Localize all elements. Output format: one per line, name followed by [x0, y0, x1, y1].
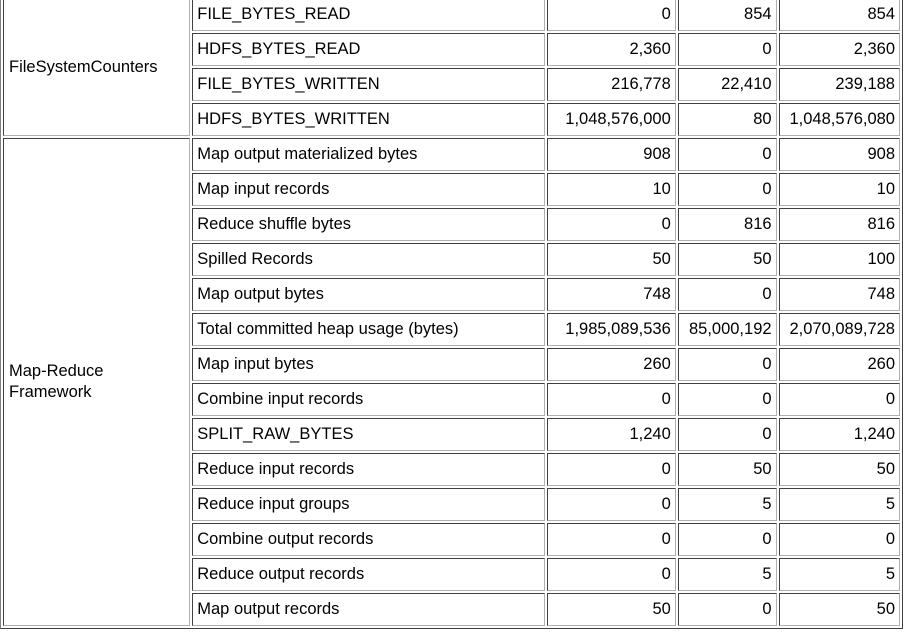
table-row: Reduce output records 0 5 5	[3, 558, 900, 591]
counter-name: Total committed heap usage (bytes)	[192, 313, 546, 346]
counter-reduce-value: 854	[677, 0, 777, 31]
table-row: FILE_BYTES_WRITTEN 216,778 22,410 239,18…	[3, 68, 900, 101]
table-row: Map output bytes 748 0 748	[3, 278, 900, 311]
counter-name: HDFS_BYTES_READ	[192, 33, 546, 66]
counter-map-value: 2,360	[547, 33, 676, 66]
counter-reduce-value: 5	[677, 558, 777, 591]
counter-name: Spilled Records	[192, 243, 546, 276]
counter-total-value: 0	[778, 523, 900, 556]
counter-name: Map output records	[192, 593, 546, 626]
counter-map-value: 0	[547, 0, 676, 31]
counter-map-value: 0	[547, 383, 676, 416]
table-row: Map output records 50 0 50	[3, 593, 900, 626]
table-row: HDFS_BYTES_READ 2,360 0 2,360	[3, 33, 900, 66]
counter-reduce-value: 50	[677, 243, 777, 276]
counter-total-value: 5	[778, 488, 900, 521]
counter-total-value: 100	[778, 243, 900, 276]
counter-reduce-value: 0	[677, 173, 777, 206]
counter-reduce-value: 50	[677, 453, 777, 486]
counter-name: Map input records	[192, 173, 546, 206]
counter-reduce-value: 0	[677, 593, 777, 626]
counter-total-value: 260	[778, 348, 900, 381]
table-row: Reduce shuffle bytes 0 816 816	[3, 208, 900, 241]
counter-total-value: 2,360	[778, 33, 900, 66]
counter-total-value: 1,048,576,080	[778, 103, 900, 136]
counters-table-body: FileSystemCounters FILE_BYTES_READ 0 854…	[3, 0, 900, 626]
counter-reduce-value: 5	[677, 488, 777, 521]
counter-reduce-value: 0	[677, 383, 777, 416]
counter-total-value: 908	[778, 138, 900, 171]
counter-map-value: 0	[547, 558, 676, 591]
counter-map-value: 1,048,576,000	[547, 103, 676, 136]
counter-reduce-value: 0	[677, 33, 777, 66]
counter-total-value: 50	[778, 453, 900, 486]
counter-reduce-value: 0	[677, 138, 777, 171]
counter-total-value: 816	[778, 208, 900, 241]
counter-total-value: 239,188	[778, 68, 900, 101]
counter-name: FILE_BYTES_WRITTEN	[192, 68, 546, 101]
counter-map-value: 0	[547, 523, 676, 556]
counter-name: Map output materialized bytes	[192, 138, 546, 171]
counter-name: Reduce input groups	[192, 488, 546, 521]
table-row: FileSystemCounters FILE_BYTES_READ 0 854…	[3, 0, 900, 136]
counter-name: HDFS_BYTES_WRITTEN	[192, 103, 546, 136]
counter-total-value: 0	[778, 383, 900, 416]
counter-reduce-value: 85,000,192	[677, 313, 777, 346]
counter-name: Reduce output records	[192, 558, 546, 591]
table-row: Reduce input records 0 50 50	[3, 453, 900, 486]
counter-name: Map output bytes	[192, 278, 546, 311]
counter-reduce-value: 22,410	[677, 68, 777, 101]
counter-total-value: 10	[778, 173, 900, 206]
table-row: Map input bytes 260 0 260	[3, 348, 900, 381]
table-row: Spilled Records 50 50 100	[3, 243, 900, 276]
counter-map-value: 50	[547, 243, 676, 276]
counter-map-value: 908	[547, 138, 676, 171]
counter-map-value: 1,985,089,536	[547, 313, 676, 346]
counter-total-value: 854	[778, 0, 900, 31]
counter-reduce-value: 816	[677, 208, 777, 241]
counter-map-value: 0	[547, 453, 676, 486]
counter-name: Map input bytes	[192, 348, 546, 381]
counter-group-name: FileSystemCounters	[3, 0, 191, 136]
table-row: HDFS_BYTES_WRITTEN 1,048,576,000 80 1,04…	[3, 103, 900, 136]
counter-map-value: 10	[547, 173, 676, 206]
counter-name: Combine input records	[192, 383, 546, 416]
counter-reduce-value: 0	[677, 278, 777, 311]
counter-name: SPLIT_RAW_BYTES	[192, 418, 546, 451]
table-row: SPLIT_RAW_BYTES 1,240 0 1,240	[3, 418, 900, 451]
counter-map-value: 216,778	[547, 68, 676, 101]
counter-map-value: 50	[547, 593, 676, 626]
counter-map-value: 0	[547, 208, 676, 241]
table-row: Combine output records 0 0 0	[3, 523, 900, 556]
table-row: Map-Reduce Framework Map output material…	[3, 138, 900, 626]
counter-name: FILE_BYTES_READ	[192, 0, 546, 31]
counter-group-name: Map-Reduce Framework	[3, 138, 191, 626]
table-row: Total committed heap usage (bytes) 1,985…	[3, 313, 900, 346]
counter-name: Reduce shuffle bytes	[192, 208, 546, 241]
counter-reduce-value: 0	[677, 523, 777, 556]
counter-total-value: 1,240	[778, 418, 900, 451]
counter-name: Reduce input records	[192, 453, 546, 486]
counter-reduce-value: 0	[677, 418, 777, 451]
counter-map-value: 1,240	[547, 418, 676, 451]
table-row: Reduce input groups 0 5 5	[3, 488, 900, 521]
counter-reduce-value: 80	[677, 103, 777, 136]
counter-map-value: 260	[547, 348, 676, 381]
counter-map-value: 0	[547, 488, 676, 521]
counter-map-value: 748	[547, 278, 676, 311]
table-row: Combine input records 0 0 0	[3, 383, 900, 416]
counter-name: Combine output records	[192, 523, 546, 556]
counter-total-value: 5	[778, 558, 900, 591]
counter-total-value: 50	[778, 593, 900, 626]
counter-reduce-value: 0	[677, 348, 777, 381]
counter-total-value: 2,070,089,728	[778, 313, 900, 346]
counter-total-value: 748	[778, 278, 900, 311]
table-row: Map input records 10 0 10	[3, 173, 900, 206]
